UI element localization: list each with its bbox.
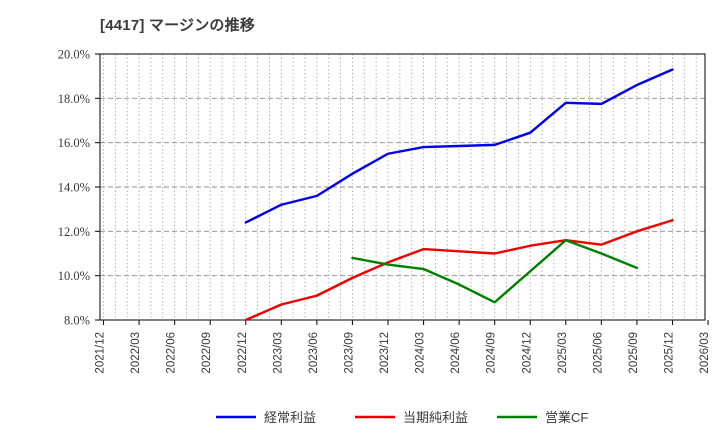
series-layer — [244, 68, 674, 322]
x-tick-label: 2025/09 — [628, 332, 640, 374]
y-tick-label: 8.0% — [64, 314, 90, 328]
x-axis-labels: 2021/12 2022/03 2022/06 2022/09 2022/12 2023/… — [95, 332, 712, 374]
x-tick-label: 2022/09 — [201, 332, 213, 374]
chart-title: [4417] マージンの推移 — [100, 17, 256, 34]
y-axis-labels: 20.0% 18.0% 16.0% 14.0% 12.0% 10.0% 8.0% — [58, 48, 90, 328]
x-tick-label: 2023/09 — [343, 332, 355, 374]
x-tick-label: 2026/03 — [699, 332, 711, 374]
chart-legend: 経常利益 当期純利益 営業CF — [216, 410, 588, 425]
x-tick-label: 2022/03 — [130, 332, 142, 374]
x-tick-label: 2023/06 — [308, 332, 320, 374]
x-tick-label: 2021/12 — [95, 332, 107, 374]
x-tick-label: 2025/03 — [557, 332, 569, 374]
x-tick-label: 2022/12 — [237, 332, 249, 374]
grid-layer — [100, 54, 705, 320]
y-tick-label: 14.0% — [58, 181, 90, 195]
x-tick-label: 2024/09 — [486, 332, 498, 374]
x-tick-label: 2025/12 — [664, 332, 676, 374]
legend-label-3: 営業CF — [545, 410, 588, 425]
x-tick-label: 2023/12 — [379, 332, 391, 374]
axes-layer — [95, 53, 709, 325]
series-line-1 — [244, 68, 674, 224]
y-tick-label: 10.0% — [58, 269, 90, 283]
legend-label-2: 当期純利益 — [403, 410, 468, 425]
series-line-3 — [351, 238, 639, 304]
x-tick-label: 2024/03 — [415, 332, 427, 374]
x-tick-label: 2024/12 — [521, 332, 533, 374]
y-tick-label: 18.0% — [58, 92, 90, 106]
x-tick-label: 2025/06 — [592, 332, 604, 374]
x-tick-label: 2023/03 — [272, 332, 284, 374]
y-tick-label: 12.0% — [58, 225, 90, 239]
legend-label-1: 経常利益 — [264, 410, 316, 425]
series-line-2 — [244, 219, 674, 322]
x-tick-label: 2024/06 — [450, 332, 462, 374]
y-tick-label: 16.0% — [58, 136, 90, 150]
x-tick-label: 2022/06 — [166, 332, 178, 374]
y-tick-label: 20.0% — [58, 48, 90, 62]
